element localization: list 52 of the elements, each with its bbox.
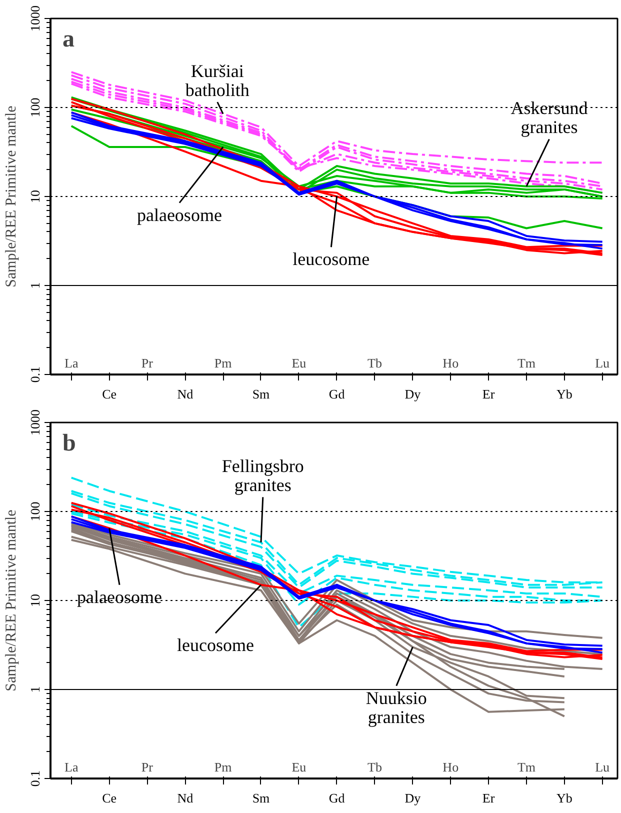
x-tick-label: Ce xyxy=(102,386,117,402)
x-tick-label: Ho xyxy=(442,356,459,370)
annotation: leucosome xyxy=(292,249,370,270)
x-tick-label: Er xyxy=(482,790,496,806)
chart-title: a xyxy=(62,26,74,52)
y-tick-label: 1000 xyxy=(28,410,42,436)
x-tick-label: Pm xyxy=(214,760,232,774)
annotation: Askersund granites xyxy=(510,98,588,138)
y-tick-label: 100 xyxy=(28,502,42,522)
x-tick-label: Lu xyxy=(595,760,610,774)
x-tick-label: Pr xyxy=(141,760,154,774)
annotation: Fellingsbro granites xyxy=(222,456,304,496)
x-tick-label: Gd xyxy=(328,790,346,806)
x-tick-label: Sm xyxy=(252,386,270,402)
x-tick-label: Nd xyxy=(177,790,194,806)
x-tick-label: Tm xyxy=(517,760,536,774)
y-tick-label: 1 xyxy=(28,282,42,289)
x-tick-label: Er xyxy=(482,386,496,402)
x-tick-label: Dy xyxy=(404,790,422,806)
x-tick-label: Yb xyxy=(556,790,572,806)
chart-title: b xyxy=(62,430,76,456)
x-tick-label: Tm xyxy=(517,356,536,370)
y-tick-label: 10 xyxy=(28,190,42,203)
y-tick-label: 10 xyxy=(28,594,42,607)
x-tick-label: Eu xyxy=(292,356,307,370)
annotation: leucosome xyxy=(176,635,254,656)
x-tick-label: Yb xyxy=(556,386,572,402)
x-tick-label: Eu xyxy=(292,760,307,774)
x-tick-label: Dy xyxy=(404,386,422,402)
y-tick-label: 1 xyxy=(28,686,42,693)
y-axis-title: Sample/REE Primitive mantle xyxy=(4,509,20,692)
x-tick-label: La xyxy=(64,760,78,774)
y-tick-label: 0.1 xyxy=(28,366,42,383)
x-tick-label: Lu xyxy=(595,356,610,370)
x-tick-label: Nd xyxy=(177,386,194,402)
y-tick-label: 0.1 xyxy=(28,770,42,787)
x-tick-label: Gd xyxy=(328,386,346,402)
x-tick-label: La xyxy=(64,356,78,370)
annotation: Nuuksio granites xyxy=(366,688,427,727)
y-axis-title: Sample/REE Primitive mantle xyxy=(4,105,20,288)
y-tick-label: 1000 xyxy=(28,6,42,32)
x-tick-label: Tb xyxy=(368,356,382,370)
x-tick-label: Sm xyxy=(252,790,270,806)
y-tick-label: 100 xyxy=(28,98,42,118)
x-tick-label: Ho xyxy=(442,760,459,774)
annotation: Kuršiai batholith xyxy=(185,61,250,100)
x-tick-label: Pm xyxy=(214,356,232,370)
annotation: palaeosome xyxy=(136,204,222,225)
x-tick-label: Pr xyxy=(141,356,154,370)
annotation: palaeosome xyxy=(77,586,162,607)
x-tick-label: Ce xyxy=(102,790,117,806)
x-tick-label: Tb xyxy=(368,760,382,774)
